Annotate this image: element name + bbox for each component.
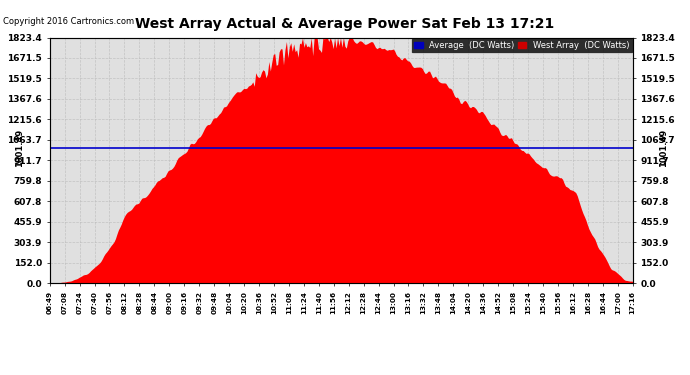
Text: 1001.49: 1001.49 [14,129,23,167]
Legend: Average  (DC Watts), West Array  (DC Watts): Average (DC Watts), West Array (DC Watts… [411,38,633,53]
Text: Copyright 2016 Cartronics.com: Copyright 2016 Cartronics.com [3,17,135,26]
Text: West Array Actual & Average Power Sat Feb 13 17:21: West Array Actual & Average Power Sat Fe… [135,17,555,31]
Text: 1001.49: 1001.49 [659,129,668,167]
